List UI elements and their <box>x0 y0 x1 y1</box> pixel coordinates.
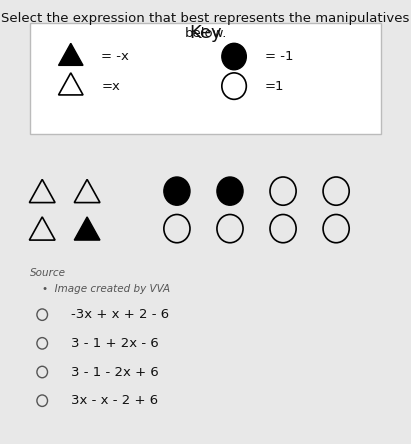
Text: Select the expression that best represents the manipulatives below.: Select the expression that best represen… <box>1 12 410 40</box>
Text: 3x - x - 2 + 6: 3x - x - 2 + 6 <box>71 394 158 407</box>
Text: 3 - 1 - 2x + 6: 3 - 1 - 2x + 6 <box>71 365 159 379</box>
Circle shape <box>164 177 190 205</box>
Text: = -1: = -1 <box>265 50 293 63</box>
Text: =x: =x <box>102 79 120 93</box>
Polygon shape <box>74 217 100 240</box>
Text: -3x + x + 2 - 6: -3x + x + 2 - 6 <box>71 308 169 321</box>
Text: •  Image created by VVA: • Image created by VVA <box>42 284 170 294</box>
Text: =1: =1 <box>265 79 284 93</box>
Polygon shape <box>58 44 83 65</box>
Text: = -x: = -x <box>102 50 129 63</box>
Text: 3 - 1 + 2x - 6: 3 - 1 + 2x - 6 <box>71 337 159 350</box>
Circle shape <box>222 44 246 70</box>
Circle shape <box>217 177 243 205</box>
FancyBboxPatch shape <box>30 24 381 134</box>
Text: Source: Source <box>30 268 66 278</box>
Text: Key: Key <box>189 24 222 42</box>
